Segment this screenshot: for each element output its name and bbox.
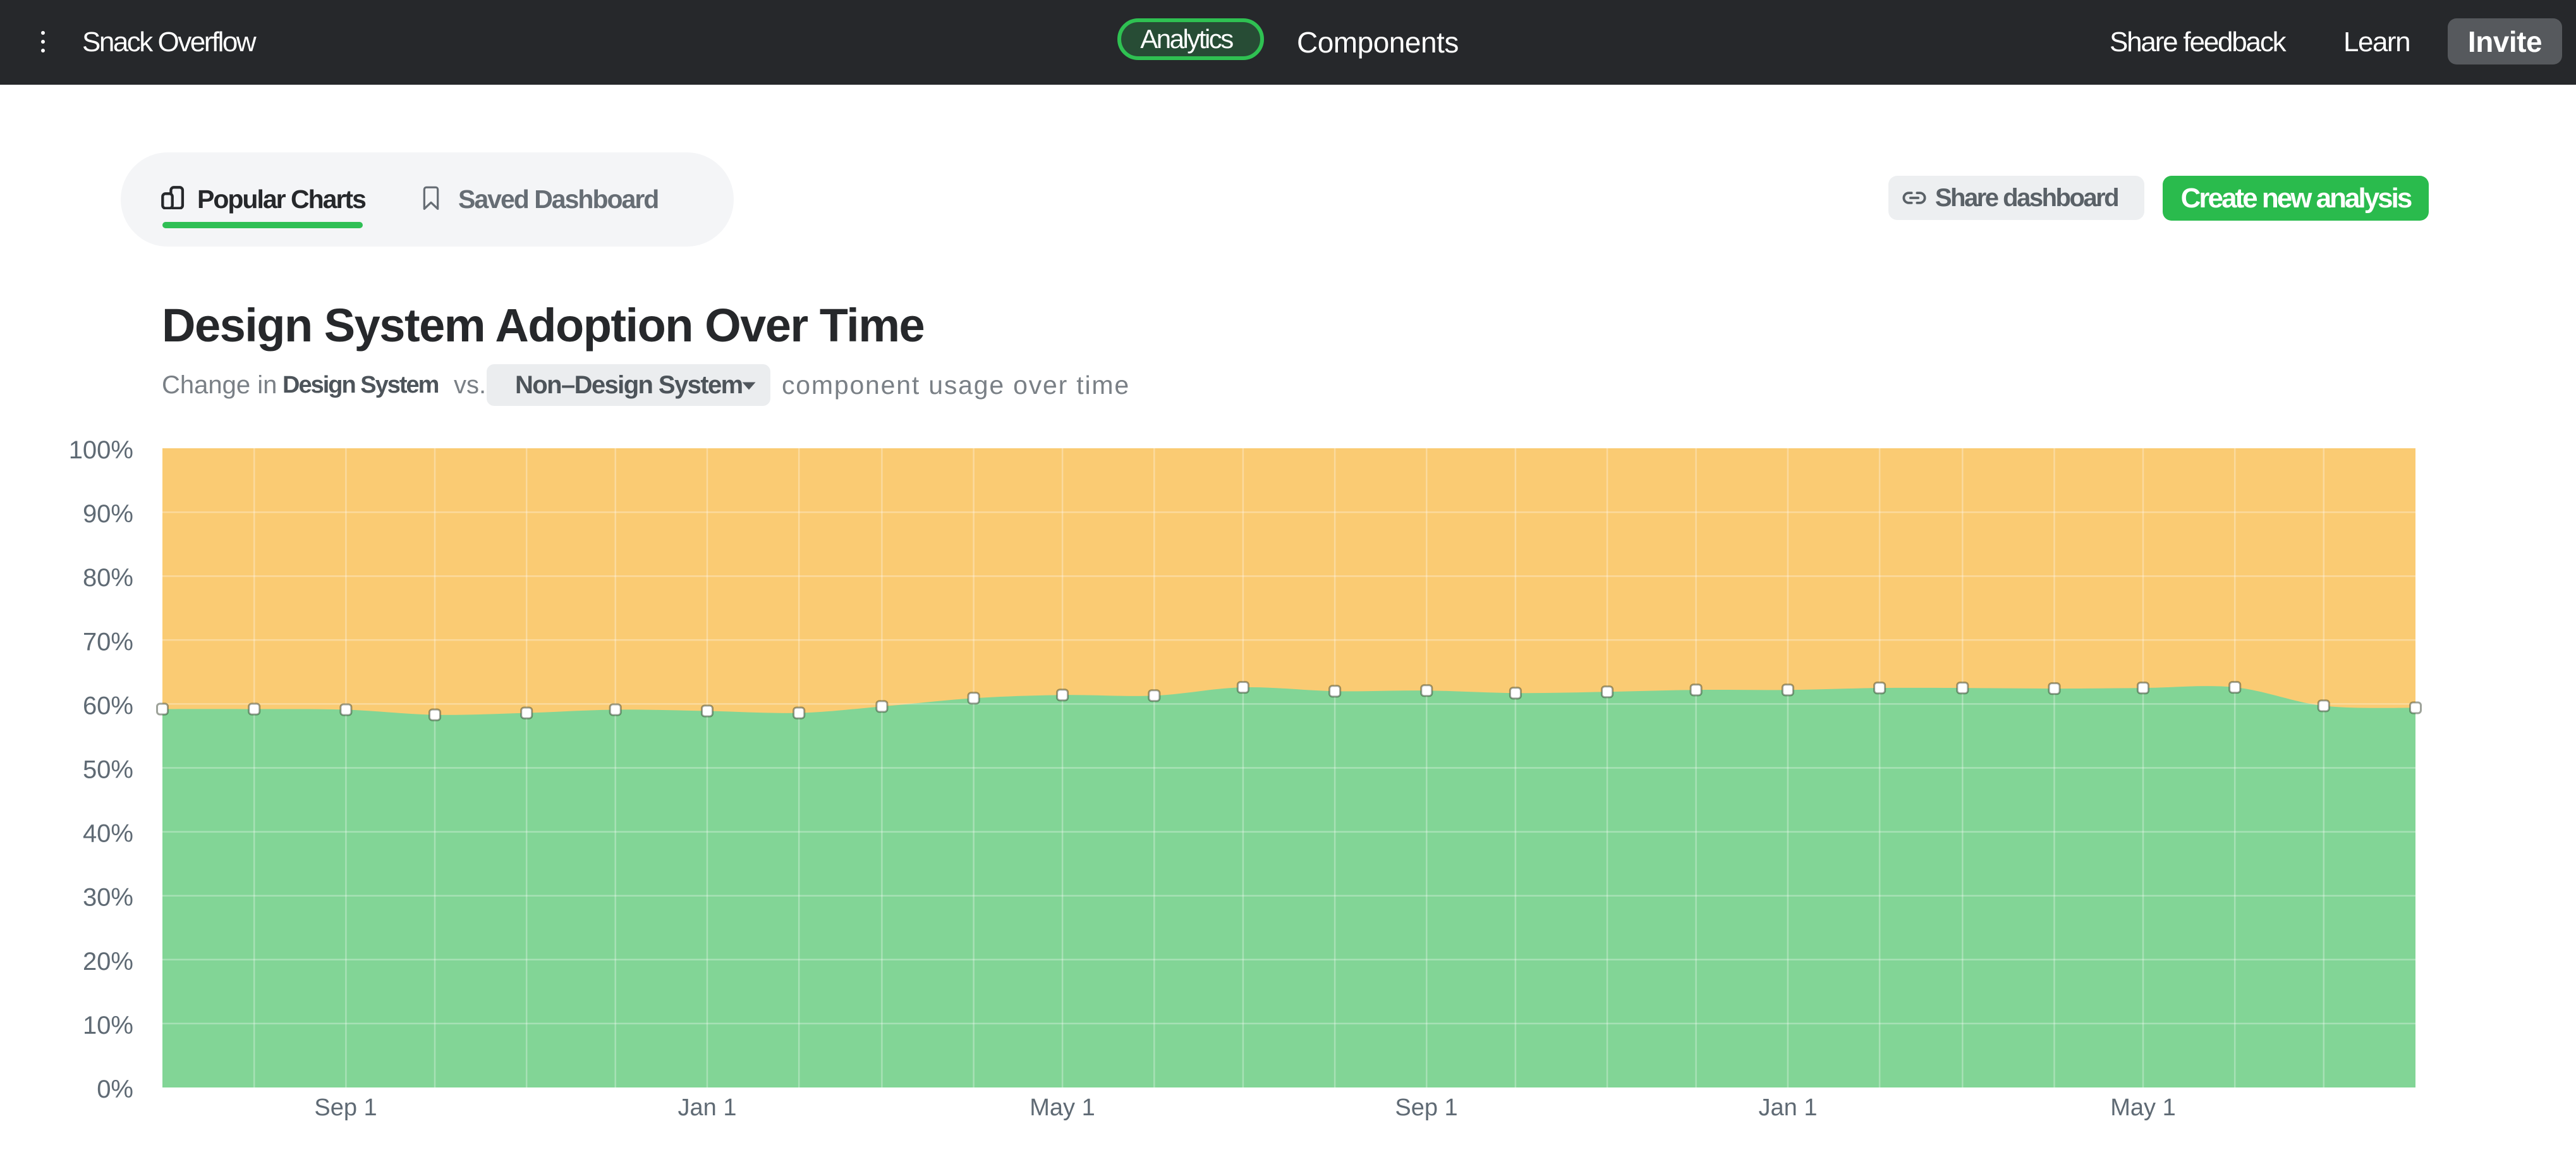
svg-text:Jan 1: Jan 1 [678, 1094, 737, 1121]
svg-text:60%: 60% [83, 692, 133, 720]
svg-text:May 1: May 1 [2110, 1094, 2175, 1121]
svg-text:0%: 0% [97, 1075, 133, 1103]
svg-text:Jan 1: Jan 1 [1759, 1094, 1818, 1121]
svg-text:May 1: May 1 [1030, 1094, 1095, 1121]
svg-text:50%: 50% [83, 756, 133, 784]
svg-text:10%: 10% [83, 1012, 133, 1039]
svg-text:40%: 40% [83, 820, 133, 848]
svg-text:90%: 90% [83, 500, 133, 528]
svg-text:30%: 30% [83, 884, 133, 912]
svg-text:100%: 100% [69, 436, 133, 464]
svg-text:20%: 20% [83, 948, 133, 976]
svg-text:80%: 80% [83, 564, 133, 592]
svg-text:Sep 1: Sep 1 [314, 1094, 377, 1121]
svg-text:70%: 70% [83, 628, 133, 656]
svg-text:Sep 1: Sep 1 [1395, 1094, 1457, 1121]
